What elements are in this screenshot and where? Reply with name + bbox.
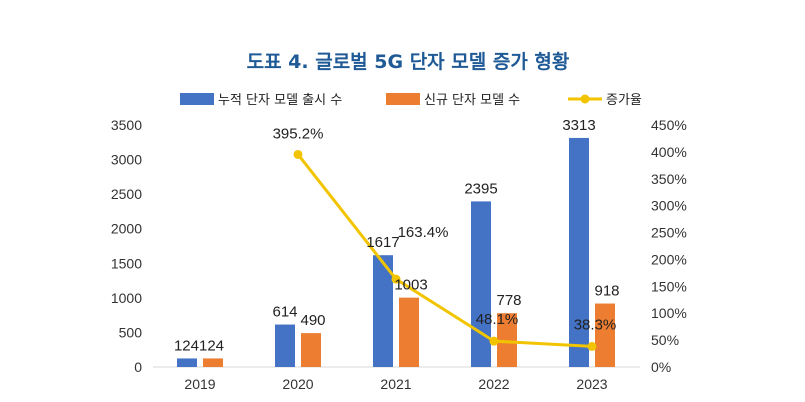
left-tick-label: 1000 bbox=[111, 290, 142, 306]
growth-line bbox=[296, 153, 593, 348]
data-label-new: 1003 bbox=[394, 277, 427, 294]
growth-point bbox=[391, 274, 401, 284]
x-tick-label: 2019 bbox=[184, 376, 215, 392]
data-label-new: 778 bbox=[496, 292, 521, 309]
data-label-cumulative: 1617 bbox=[366, 234, 399, 251]
bar-new bbox=[399, 297, 419, 367]
data-label-new: 918 bbox=[594, 283, 619, 300]
legend-swatch-cumulative bbox=[180, 93, 214, 105]
left-tick-label: 1500 bbox=[111, 255, 142, 271]
growth-point bbox=[489, 336, 499, 346]
right-tick-label: 50% bbox=[651, 332, 679, 348]
data-label-cumulative: 3313 bbox=[562, 117, 595, 134]
right-axis-ticks: 0% 50% 100% 150% 200% 250% 300% 350% 400% 450% bbox=[651, 117, 687, 375]
bar-cumulative bbox=[275, 324, 295, 367]
bar-cumulative bbox=[177, 358, 197, 367]
right-tick-label: 400% bbox=[651, 144, 687, 160]
legend-swatch-new bbox=[386, 93, 420, 105]
bar-cumulative bbox=[569, 137, 589, 367]
bar-new bbox=[497, 313, 517, 367]
bar-new bbox=[301, 333, 321, 367]
data-label-new: 124 bbox=[199, 337, 224, 354]
right-tick-label: 300% bbox=[651, 198, 687, 214]
right-tick-label: 200% bbox=[651, 251, 687, 267]
data-label-cumulative: 124 bbox=[174, 337, 199, 354]
left-tick-label: 2500 bbox=[111, 186, 142, 202]
x-axis-ticks: 2019 2020 2021 2022 2023 bbox=[184, 376, 607, 392]
x-tick-label: 2023 bbox=[576, 376, 607, 392]
growth-line-layer bbox=[293, 149, 597, 351]
growth-point bbox=[293, 149, 303, 159]
growth-point bbox=[587, 341, 597, 351]
right-tick-label: 100% bbox=[651, 305, 687, 321]
bar-new bbox=[203, 358, 223, 367]
left-tick-label: 3500 bbox=[111, 117, 142, 133]
legend-label-growth: 증가율 bbox=[606, 93, 642, 108]
left-tick-label: 0 bbox=[134, 359, 142, 375]
x-tick-label: 2021 bbox=[380, 376, 411, 392]
legend-label-cumulative: 누적 단자 모델 출시 수 bbox=[218, 93, 342, 108]
data-label-new: 490 bbox=[300, 312, 325, 329]
data-label-cumulative: 614 bbox=[272, 304, 297, 321]
right-tick-label: 150% bbox=[651, 278, 687, 294]
left-axis-ticks: 0 500 1000 1500 2000 2500 3000 3500 bbox=[111, 117, 142, 375]
data-label-growth: 163.4% bbox=[398, 224, 449, 241]
legend: 누적 단자 모델 출시 수 신규 단자 모델 수 증가율 bbox=[180, 93, 642, 108]
legend-swatch-growth-marker bbox=[580, 94, 590, 104]
data-label-growth: 38.3% bbox=[574, 316, 617, 333]
x-tick-label: 2020 bbox=[282, 376, 313, 392]
bar-cumulative bbox=[471, 201, 491, 367]
right-tick-label: 250% bbox=[651, 225, 687, 241]
bar-cumulative bbox=[373, 255, 393, 367]
data-label-growth: 395.2% bbox=[273, 125, 324, 142]
bars bbox=[177, 137, 615, 367]
left-tick-label: 2000 bbox=[111, 221, 142, 237]
right-tick-label: 0% bbox=[651, 359, 671, 375]
right-tick-label: 450% bbox=[651, 117, 687, 133]
data-label-cumulative: 2395 bbox=[464, 180, 497, 197]
bar-new bbox=[595, 303, 615, 367]
left-tick-label: 500 bbox=[119, 324, 143, 340]
legend-label-new: 신규 단자 모델 수 bbox=[424, 93, 520, 108]
left-tick-label: 3000 bbox=[111, 152, 142, 168]
data-label-growth: 48.1% bbox=[476, 311, 519, 328]
chart-title: 도표 4. 글로벌 5G 단자 모델 증가 형황 bbox=[247, 50, 570, 73]
x-tick-label: 2022 bbox=[478, 376, 509, 392]
right-tick-label: 350% bbox=[651, 171, 687, 187]
